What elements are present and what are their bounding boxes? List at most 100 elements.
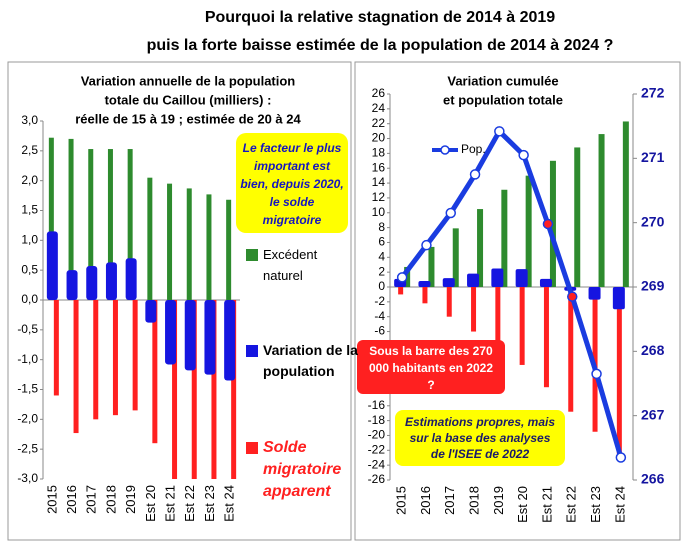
y-tick-label: 8 bbox=[378, 220, 385, 234]
chart-title: Variation annuelle de la population bbox=[81, 73, 296, 88]
y-tick-label: -16 bbox=[368, 398, 386, 412]
bar bbox=[442, 278, 455, 287]
x-tick-label: Est 21 bbox=[162, 485, 177, 522]
bar bbox=[147, 177, 153, 300]
bar bbox=[568, 287, 574, 412]
bar bbox=[127, 149, 133, 300]
page-title: Pourquoi la relative stagnation de 2014 … bbox=[205, 9, 555, 26]
y-tick-label: 18 bbox=[372, 146, 386, 160]
x-tick-label: 2017 bbox=[442, 486, 457, 515]
y-tick-label: -3,0 bbox=[17, 471, 38, 485]
line-marker bbox=[469, 169, 481, 180]
y-tick-label: 2 bbox=[378, 264, 385, 278]
y2-tick-label: 271 bbox=[641, 149, 665, 165]
bar bbox=[539, 278, 552, 287]
y-tick-label: 20 bbox=[372, 131, 386, 145]
y-tick-label: 2,0 bbox=[21, 173, 38, 187]
bar bbox=[616, 287, 622, 455]
line bbox=[400, 127, 624, 459]
legend-swatch bbox=[246, 345, 258, 357]
bar bbox=[73, 300, 79, 434]
y-tick-label: -18 bbox=[368, 413, 386, 427]
legend-label: Variation de la population bbox=[263, 342, 358, 379]
line-marker bbox=[421, 239, 432, 251]
bar bbox=[206, 194, 212, 300]
bar bbox=[204, 300, 216, 375]
panel-frame bbox=[354, 61, 681, 541]
bar bbox=[191, 300, 197, 479]
x-tick-label: 2015 bbox=[44, 485, 59, 514]
y-tick-label: 10 bbox=[372, 205, 386, 219]
bar bbox=[86, 265, 98, 300]
x-tick-label: 2018 bbox=[466, 486, 481, 515]
bar bbox=[132, 300, 138, 411]
y-tick-label: -22 bbox=[368, 442, 386, 456]
legend-swatch bbox=[246, 249, 258, 261]
bar bbox=[543, 287, 549, 388]
y-tick-label: 1,5 bbox=[21, 203, 38, 217]
legend-label: Solde migratoire apparent bbox=[263, 439, 342, 500]
page-title: puis la forte baisse estimée de la popul… bbox=[147, 37, 614, 54]
bar bbox=[152, 300, 158, 444]
y-tick-label: -6 bbox=[374, 324, 385, 338]
y-tick-label: 6 bbox=[378, 235, 385, 249]
bar bbox=[53, 300, 59, 396]
y-tick-label: -1,5 bbox=[17, 382, 38, 396]
y-tick-label: 1,0 bbox=[21, 233, 38, 247]
bar bbox=[66, 270, 78, 300]
bar bbox=[224, 300, 236, 381]
y-tick-label: -26 bbox=[368, 472, 386, 486]
bar bbox=[172, 300, 178, 479]
bar bbox=[125, 258, 137, 300]
y2-tick-label: 272 bbox=[641, 85, 665, 101]
x-tick-label: Est 24 bbox=[222, 485, 237, 522]
bar bbox=[471, 287, 477, 332]
bar bbox=[598, 134, 605, 287]
bar bbox=[48, 137, 54, 300]
legend-label: Excédent naturel bbox=[263, 247, 318, 283]
annotation: Le facteur le plus important est bien, d… bbox=[236, 133, 348, 233]
y-tick-label: -2,5 bbox=[17, 441, 38, 455]
annotation: Sous la barre des 270 000 habitants en 2… bbox=[357, 340, 505, 394]
line-marker bbox=[567, 291, 578, 302]
y-tick-label: -4 bbox=[374, 309, 385, 323]
x-tick-label: Est 20 bbox=[143, 485, 158, 522]
x-tick-label: 2018 bbox=[103, 485, 118, 514]
line-marker bbox=[615, 452, 627, 463]
bar bbox=[398, 287, 404, 295]
bar bbox=[105, 262, 117, 300]
bar bbox=[231, 300, 237, 479]
bar bbox=[46, 231, 58, 300]
x-tick-label: Est 22 bbox=[564, 486, 579, 523]
bar bbox=[491, 268, 504, 287]
bar bbox=[574, 147, 581, 287]
bar bbox=[495, 287, 501, 347]
y-tick-label: 0,0 bbox=[21, 292, 38, 306]
x-tick-label: Est 22 bbox=[182, 485, 197, 522]
legend-swatch bbox=[246, 442, 258, 454]
y2-tick-label: 267 bbox=[641, 406, 665, 422]
x-tick-label: 2019 bbox=[123, 485, 138, 514]
bar bbox=[515, 269, 528, 287]
bar bbox=[107, 149, 113, 300]
line-marker bbox=[396, 272, 408, 283]
bar bbox=[467, 273, 480, 287]
bar bbox=[501, 189, 508, 287]
y-tick-label: 12 bbox=[372, 190, 386, 204]
x-tick-label: Est 23 bbox=[202, 485, 217, 522]
y-tick-label: -1,0 bbox=[17, 352, 38, 366]
y-tick-label: 2,5 bbox=[21, 143, 38, 157]
x-tick-label: 2015 bbox=[394, 486, 409, 515]
line-marker bbox=[445, 207, 456, 219]
bar bbox=[525, 175, 532, 287]
plot bbox=[394, 121, 629, 455]
x-tick-label: Est 20 bbox=[515, 486, 530, 523]
bar bbox=[184, 300, 196, 371]
x-tick-label: Est 23 bbox=[588, 486, 603, 523]
y2-tick-label: 270 bbox=[641, 213, 665, 229]
y2-tick-label: 266 bbox=[641, 471, 665, 487]
bar bbox=[145, 300, 157, 323]
bar bbox=[612, 287, 625, 310]
